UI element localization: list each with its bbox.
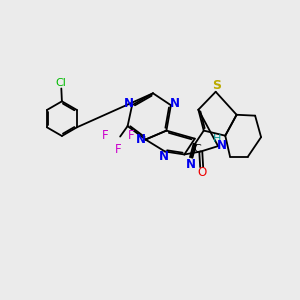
Text: N: N bbox=[124, 97, 134, 110]
Text: F: F bbox=[115, 142, 122, 156]
Text: F: F bbox=[102, 129, 109, 142]
Text: N: N bbox=[159, 150, 169, 163]
Text: F: F bbox=[128, 129, 135, 142]
Text: C: C bbox=[193, 144, 201, 154]
Text: N: N bbox=[217, 139, 227, 152]
Text: S: S bbox=[212, 79, 221, 92]
Text: N: N bbox=[169, 97, 179, 110]
Text: N: N bbox=[136, 133, 146, 146]
Text: H: H bbox=[213, 134, 221, 144]
Text: O: O bbox=[197, 167, 206, 179]
Text: Cl: Cl bbox=[56, 78, 67, 88]
Text: N: N bbox=[186, 158, 196, 170]
